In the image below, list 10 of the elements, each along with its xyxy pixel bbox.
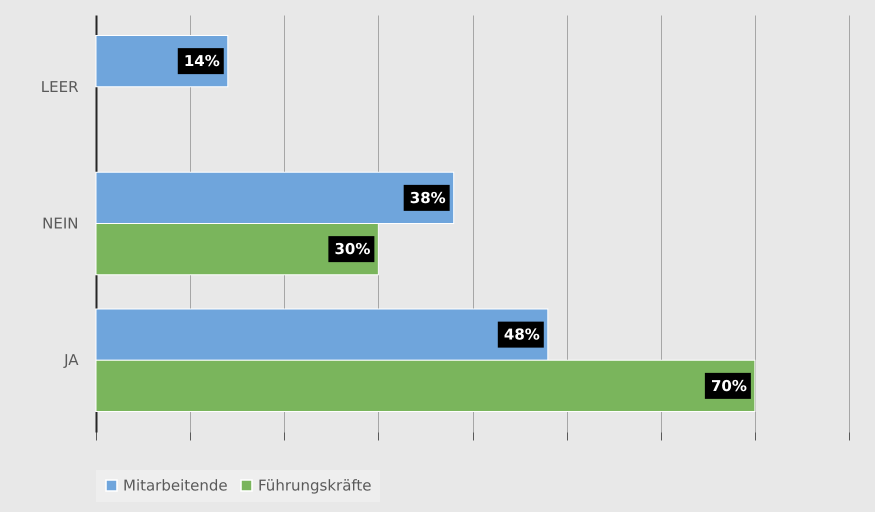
data-label: 14%	[184, 52, 220, 70]
y-tick-label: NEIN	[42, 214, 78, 232]
legend-label: Führungskräfte	[258, 476, 372, 495]
y-tick-label: JA	[63, 351, 80, 370]
legend-label: Mitarbeitende	[123, 476, 228, 495]
y-tick-label: LEER	[40, 78, 78, 96]
data-label: 38%	[410, 188, 446, 207]
data-label: 70%	[710, 376, 747, 395]
data-label: 30%	[334, 240, 370, 258]
data-label: 48%	[504, 326, 540, 344]
